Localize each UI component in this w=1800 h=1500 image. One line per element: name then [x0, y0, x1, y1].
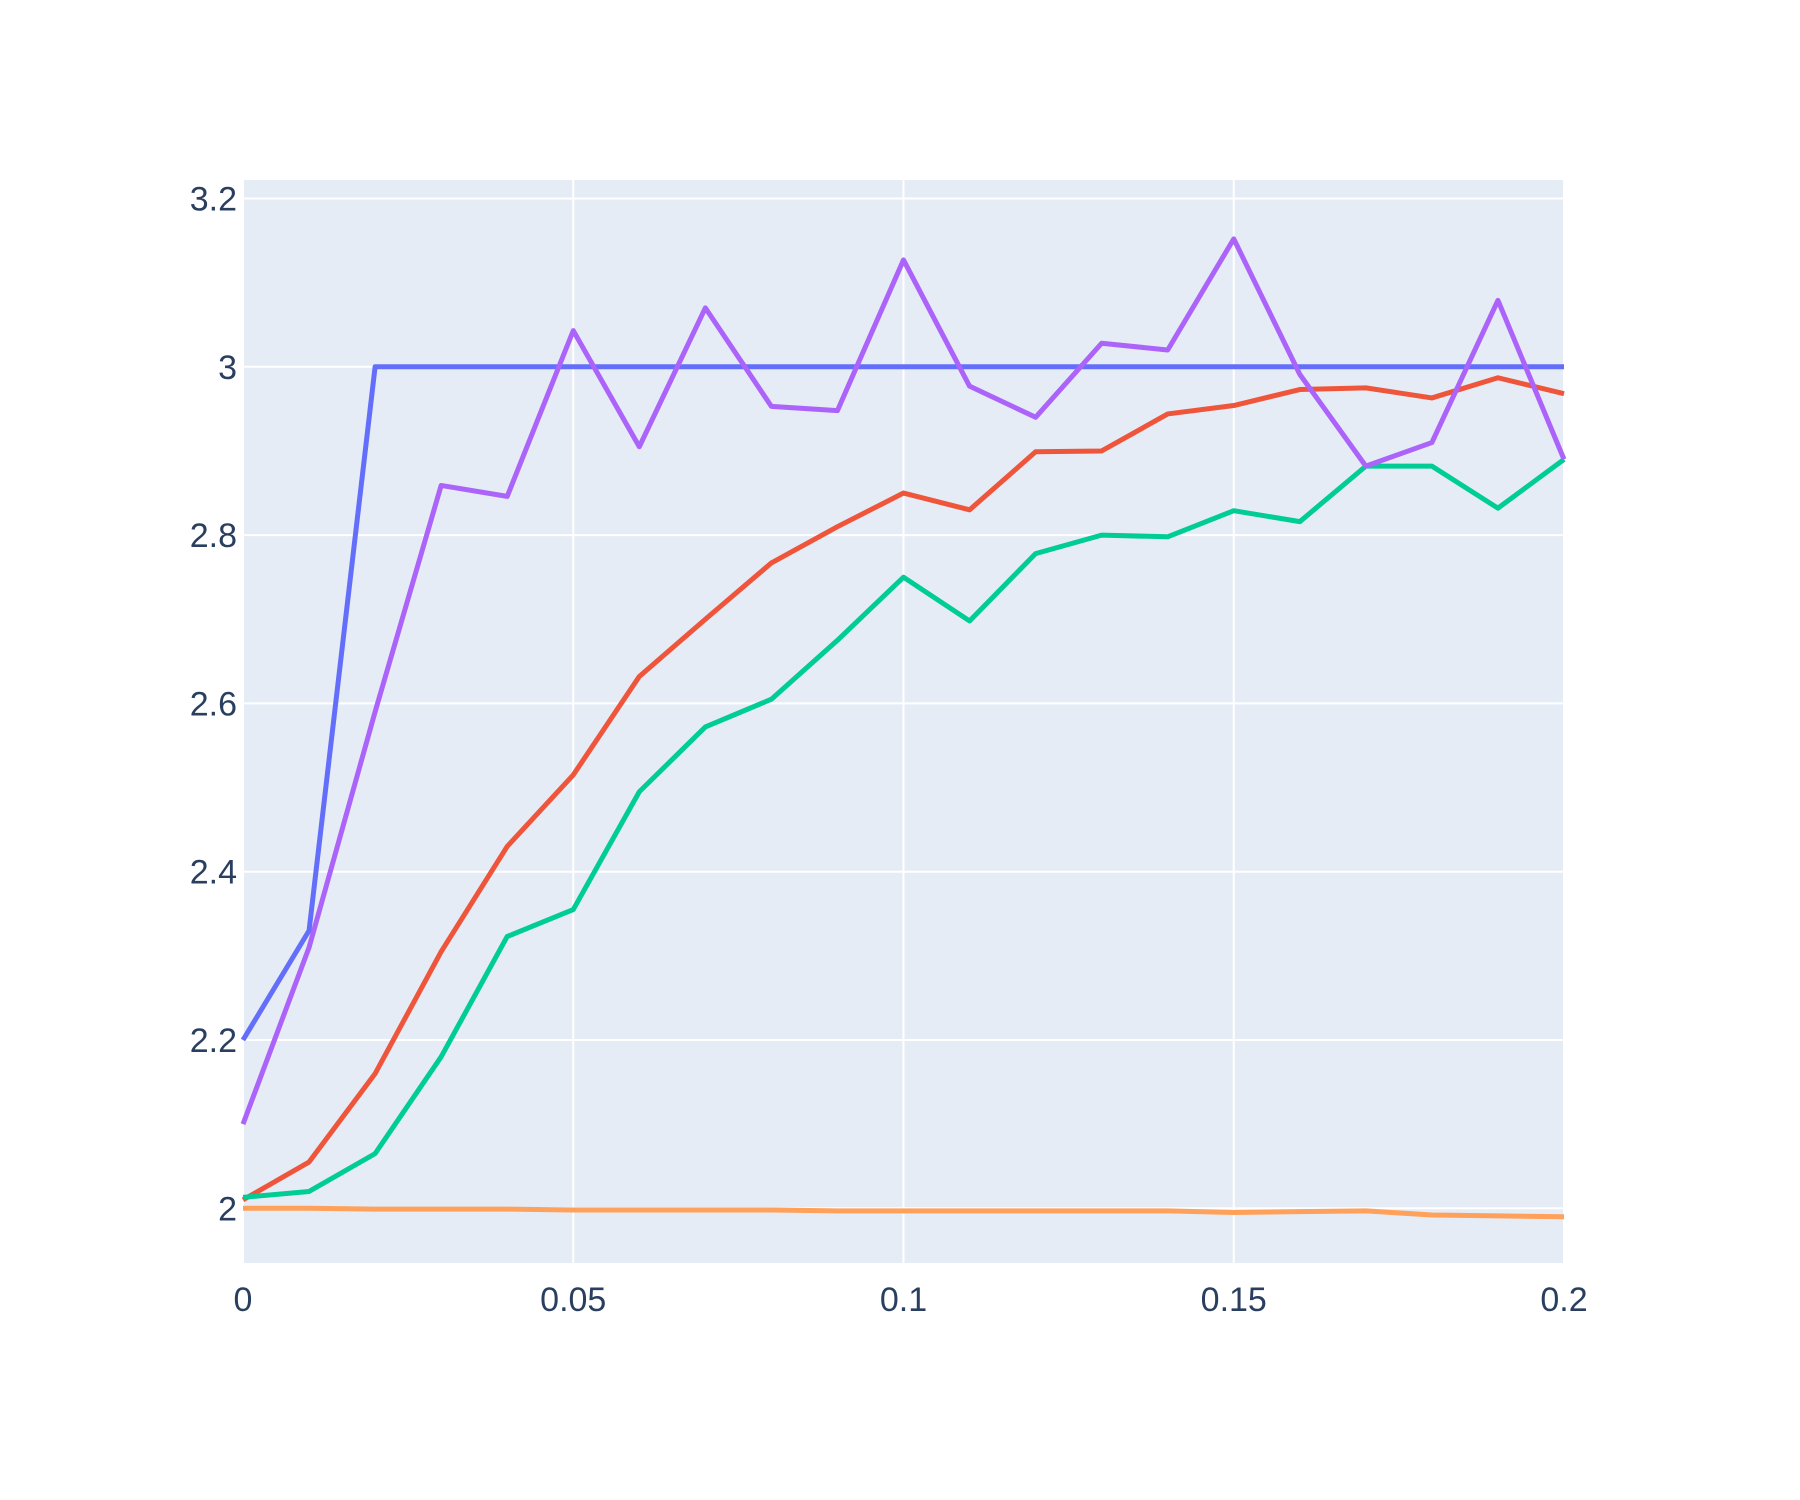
series-line-3: [242, 457, 1566, 1200]
y-tick-label: 3: [218, 349, 237, 387]
series-lines: [240, 236, 1567, 1220]
x-axis-tick-labels: 0 0.05 0.1 0.15 0.2: [234, 1281, 1588, 1319]
y-tick-label: 2.4: [190, 854, 237, 892]
y-axis-tick-labels: 2 2.2 2.4 2.6 2.8 3 3.2: [190, 181, 237, 1229]
series-line-5: [243, 1205, 1565, 1220]
x-tick-label: 0: [234, 1281, 253, 1319]
x-tick-label: 0.15: [1201, 1281, 1267, 1319]
x-gridlines: [242, 180, 1565, 1263]
series-line-1: [240, 364, 1564, 1042]
y-tick-label: 2: [218, 1190, 237, 1228]
y-tick-label: 2.6: [190, 685, 237, 723]
y-tick-label: 2.2: [190, 1022, 237, 1060]
x-tick-label: 0.05: [540, 1281, 606, 1319]
x-tick-label: 0.2: [1540, 1281, 1587, 1319]
series-line-4: [240, 236, 1567, 1126]
series-line-2: [241, 375, 1565, 1203]
y-tick-label: 2.8: [190, 517, 237, 555]
x-tick-label: 0.1: [880, 1281, 927, 1319]
y-tick-label: 3.2: [190, 181, 237, 219]
